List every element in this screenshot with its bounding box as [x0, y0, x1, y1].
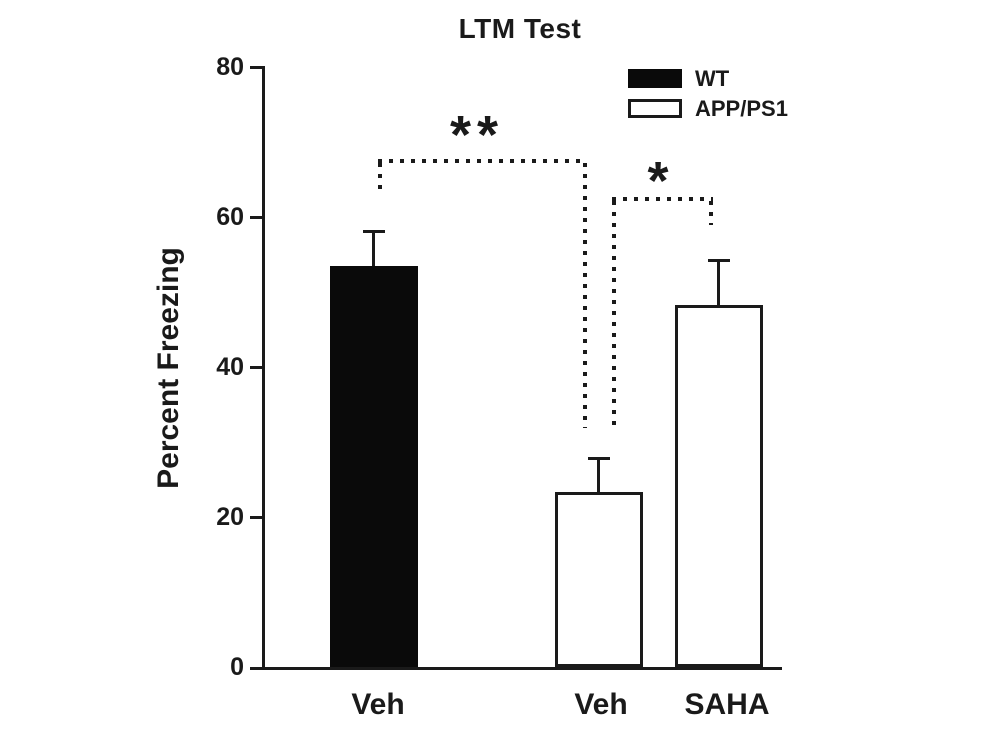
legend-label-wt: WT — [695, 66, 730, 91]
legend-item-app-ps1: APP/PS1 — [628, 96, 788, 121]
sig-bracket-hline — [612, 197, 713, 201]
chart-title: LTM Test — [458, 13, 582, 44]
bar-app-ps1-veh — [555, 492, 643, 667]
x-category-label: Veh — [351, 688, 405, 721]
error-bar-whisker — [372, 230, 375, 266]
legend: WT APP/PS1 — [628, 66, 788, 129]
sig-bracket-hline — [378, 159, 587, 163]
y-tick — [250, 66, 262, 69]
y-tick-label: 80 — [216, 53, 244, 81]
significance-label: ** — [449, 105, 505, 165]
error-bar-cap — [588, 457, 610, 460]
x-category-label: Veh — [574, 688, 628, 721]
sig-bracket-vline — [709, 201, 713, 225]
x-axis-line — [250, 667, 782, 670]
bar-app-ps1-saha — [675, 305, 763, 667]
bar-wt-veh — [330, 266, 418, 667]
legend-label-app-ps1: APP/PS1 — [695, 96, 788, 121]
legend-item-wt: WT — [628, 66, 788, 91]
wt-swatch-icon — [628, 69, 682, 88]
significance-label: * — [647, 151, 669, 211]
y-tick — [250, 516, 262, 519]
y-tick — [250, 216, 262, 219]
error-bar-cap — [708, 259, 730, 262]
y-tick — [250, 366, 262, 369]
error-bar-cap — [363, 230, 385, 233]
y-axis-line — [262, 66, 265, 670]
error-bar-whisker — [597, 457, 600, 492]
sig-bracket-vline — [378, 163, 382, 190]
y-tick-label: 60 — [216, 203, 244, 231]
y-tick-label: 40 — [216, 353, 244, 381]
y-tick-label: 0 — [230, 653, 244, 681]
sig-bracket-vline — [612, 201, 616, 428]
x-category-label: SAHA — [684, 688, 770, 721]
app-ps1-swatch-icon — [628, 99, 682, 118]
y-tick-label: 20 — [216, 503, 244, 531]
sig-bracket-vline — [583, 163, 587, 428]
error-bar-whisker — [717, 259, 720, 305]
